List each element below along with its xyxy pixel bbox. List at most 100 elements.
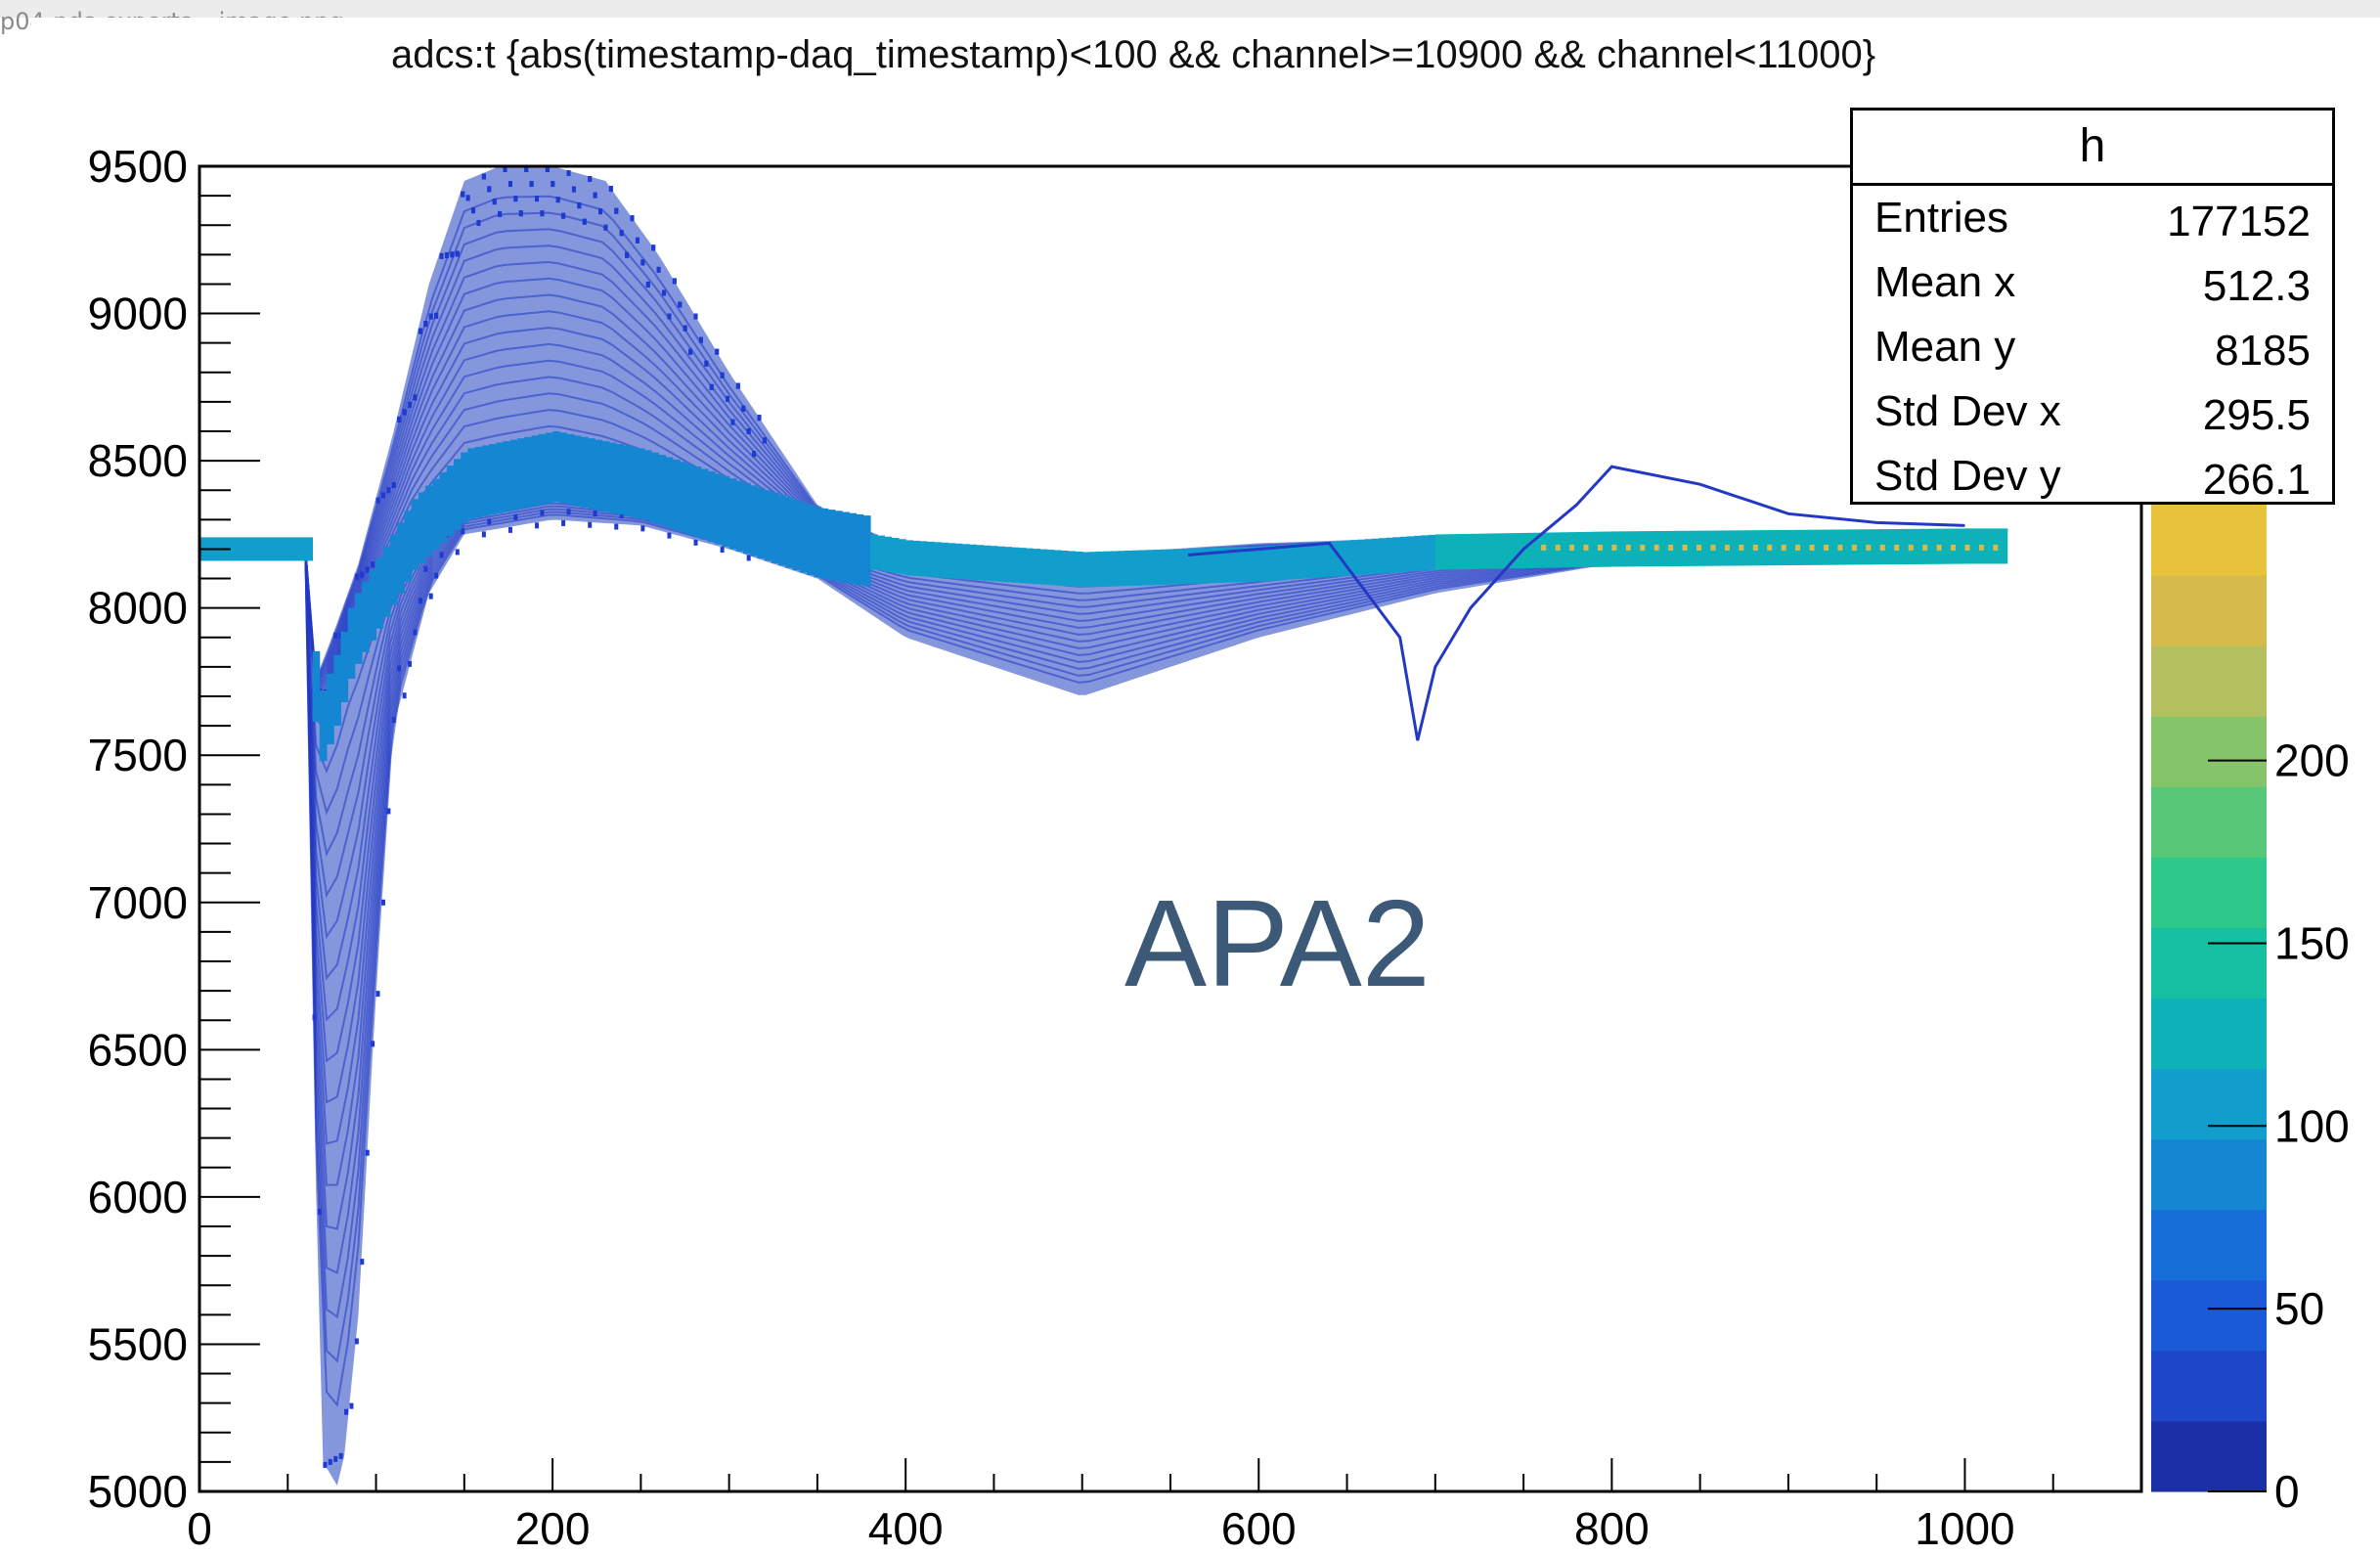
heat-cell	[1287, 544, 1295, 580]
heat-cell	[1096, 551, 1104, 588]
y-tick-label: 9000	[88, 289, 188, 339]
heat-cell	[1873, 529, 1881, 565]
heat-cell	[990, 546, 998, 582]
scatter-point	[413, 629, 418, 636]
heat-peak-cell	[1682, 544, 1688, 551]
heat-cell	[707, 470, 716, 543]
colorbar-cell	[2151, 1279, 2267, 1352]
scatter-point	[651, 244, 656, 251]
heat-cell	[1915, 528, 1923, 564]
heat-cell	[1498, 533, 1507, 569]
scatter-point	[423, 321, 428, 328]
stats-key: Mean y	[1874, 323, 2016, 371]
heat-cell	[1088, 552, 1097, 588]
stats-row-entries: Entries 177152	[1853, 186, 2332, 250]
heat-cell	[898, 539, 906, 575]
scatter-point	[476, 219, 481, 226]
heat-cell	[1371, 538, 1380, 574]
heat-cell	[934, 542, 942, 578]
scatter-point	[365, 566, 370, 573]
colorbar-tick-label: 50	[2274, 1283, 2324, 1334]
scatter-point	[672, 278, 677, 285]
heat-cell	[397, 522, 405, 594]
heat-cell	[1887, 529, 1895, 565]
scatter-point	[678, 301, 683, 308]
stats-row-stddev-x: Std Dev x 295.5	[1853, 379, 2332, 444]
heat-cell	[474, 446, 483, 518]
heat-cell	[375, 557, 384, 629]
colorbar-tick-label: 200	[2274, 735, 2350, 786]
heat-cell	[1329, 541, 1338, 577]
heat-cell	[658, 455, 667, 526]
heat-cell	[1131, 550, 1140, 586]
heat-cell	[340, 631, 349, 703]
y-tick-label: 7000	[88, 877, 188, 928]
scatter-point	[561, 519, 566, 526]
heat-cell	[1258, 546, 1266, 582]
stats-value: 266.1	[2202, 456, 2311, 504]
scatter-point	[380, 899, 385, 906]
heat-peak-cell	[1936, 544, 1942, 551]
heat-cell	[516, 438, 525, 510]
y-tick-label: 7500	[88, 730, 188, 780]
heat-cell	[849, 512, 858, 584]
heat-cell	[1160, 549, 1168, 585]
scatter-point	[428, 313, 433, 320]
heat-peak-cell	[1697, 544, 1702, 551]
scatter-point	[757, 415, 762, 422]
heat-cell	[1188, 548, 1196, 584]
heat-peak-cell	[1555, 544, 1561, 551]
scatter-point	[555, 197, 560, 203]
heat-cell	[1463, 533, 1472, 570]
scatter-point	[540, 510, 545, 516]
heat-peak-cell	[1541, 544, 1547, 551]
heat-peak-cell	[1837, 544, 1843, 551]
scatter-point	[726, 395, 730, 402]
heat-cell	[1307, 543, 1316, 579]
heat-peak-cell	[1951, 544, 1957, 551]
scatter-point	[338, 1452, 343, 1459]
scatter-point	[645, 281, 650, 288]
heat-cell	[1456, 534, 1465, 570]
heat-peak-cell	[1724, 544, 1730, 551]
scatter-point	[418, 328, 422, 334]
heat-cell	[1237, 547, 1246, 583]
x-tick-label: 200	[515, 1503, 591, 1554]
heat-cell	[298, 537, 306, 561]
scatter-point	[614, 523, 619, 530]
heat-cell	[1470, 533, 1478, 569]
outlier-trace	[1187, 465, 1965, 741]
scatter-point	[413, 394, 418, 401]
scatter-point	[598, 208, 603, 215]
heat-cell	[1209, 548, 1217, 584]
heat-cell	[248, 537, 257, 561]
heat-cell	[1434, 534, 1443, 570]
scatter-point	[529, 181, 534, 188]
scatter-point	[741, 405, 746, 412]
heat-cell	[764, 490, 772, 561]
heat-peak-cell	[1611, 544, 1617, 551]
heat-cell	[1215, 547, 1224, 584]
colorbar-cell	[2151, 716, 2267, 787]
scatter-point	[593, 511, 597, 517]
heat-cell	[983, 545, 992, 581]
heat-peak-cell	[1908, 544, 1914, 551]
heat-cell	[362, 581, 370, 652]
heat-cell	[2000, 528, 2008, 564]
heat-cell	[1272, 545, 1281, 581]
heat-cell	[1484, 533, 1493, 569]
scatter-point	[688, 348, 693, 355]
heat-cell	[1971, 528, 1980, 564]
heat-cell	[715, 473, 723, 545]
scatter-point	[402, 409, 407, 416]
scatter-point	[698, 336, 703, 343]
scatter-point	[402, 692, 407, 699]
heat-peak-cell	[1710, 544, 1716, 551]
apa-annotation: APA2	[1124, 874, 1431, 1012]
heat-cell	[354, 593, 363, 664]
scatter-point	[503, 166, 507, 172]
heat-cell	[1745, 530, 1754, 566]
scatter-point	[619, 511, 624, 518]
heat-cell	[778, 495, 786, 566]
heat-cell	[912, 540, 921, 577]
